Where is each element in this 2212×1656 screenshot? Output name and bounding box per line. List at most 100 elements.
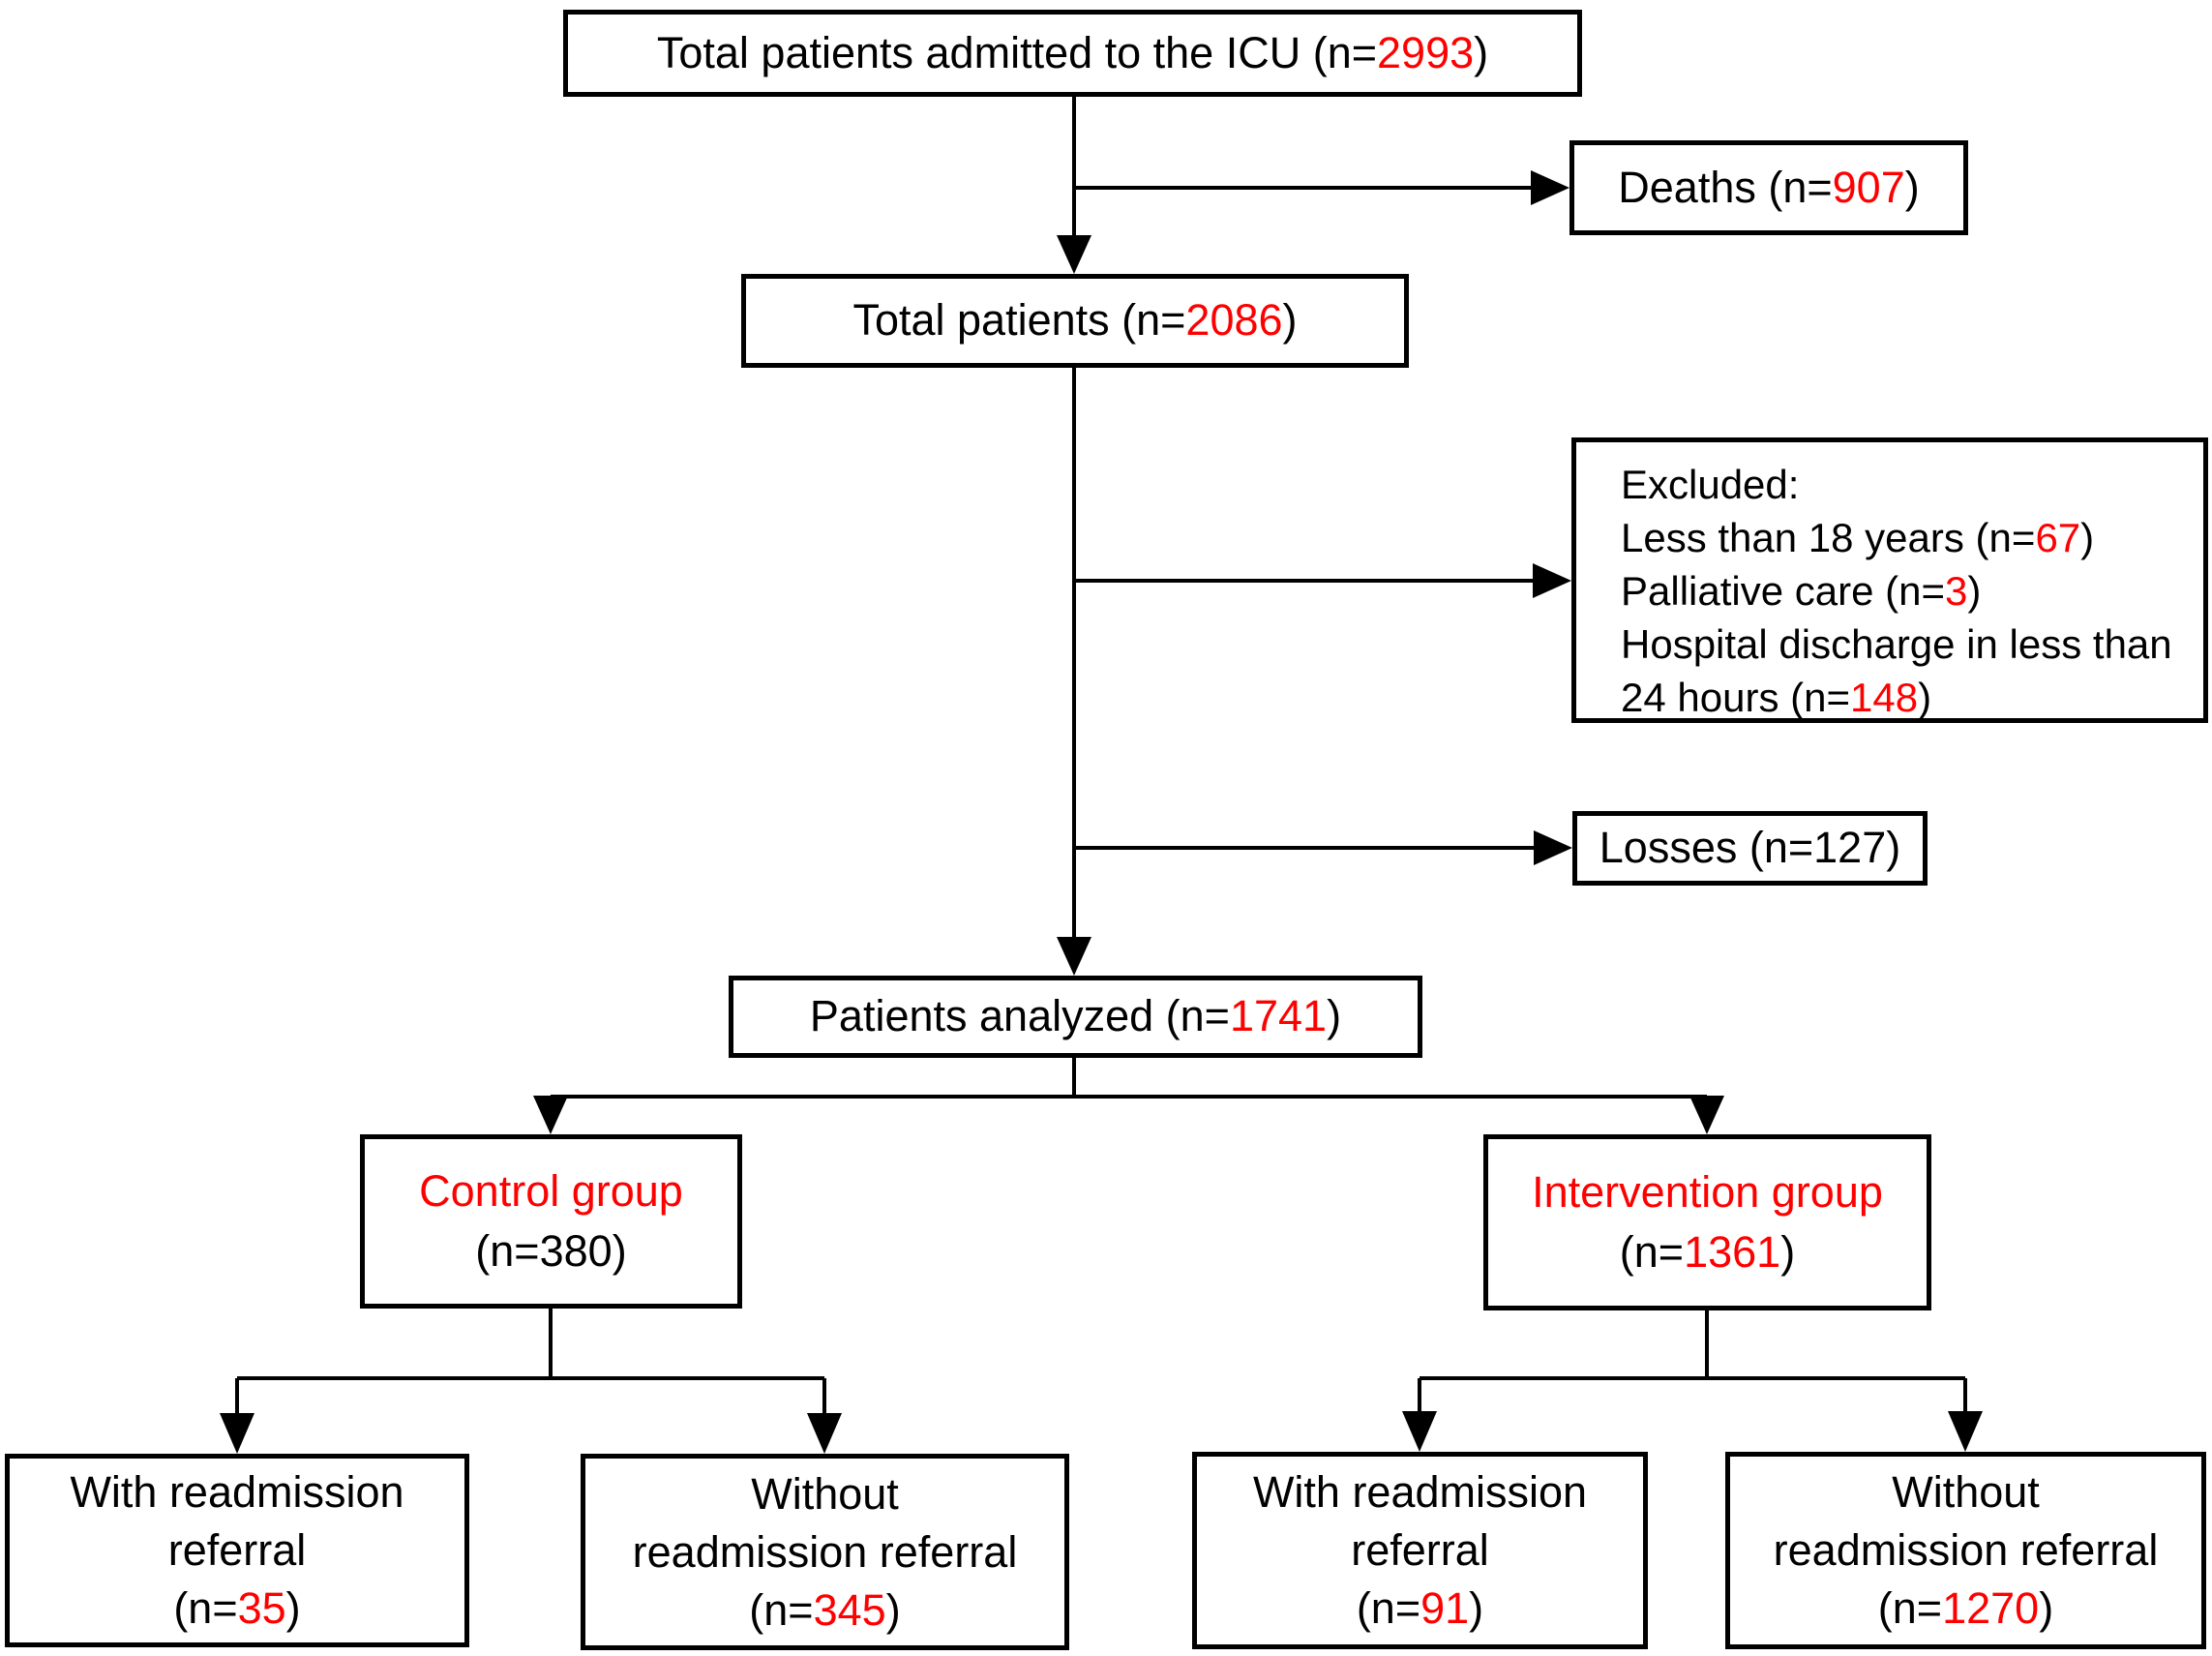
box-deaths: Deaths (n=907) bbox=[1569, 140, 1968, 235]
box-total-patients: Total patients (n=2086) bbox=[741, 274, 1409, 368]
with-referral-intervention-count-text: (n=91) bbox=[1357, 1580, 1483, 1638]
count-open: (n= bbox=[173, 1583, 238, 1633]
excluded-item-close: ) bbox=[1918, 675, 1932, 720]
icu-admitted-close: ) bbox=[1474, 27, 1489, 77]
box-without-referral-intervention: Without readmission referral (n=1270) bbox=[1725, 1452, 2206, 1649]
without-referral-intervention-line1: Without bbox=[1892, 1467, 2040, 1517]
deaths-close: ) bbox=[1904, 162, 1920, 212]
excluded-item-label: Palliative care (n= bbox=[1621, 568, 1945, 614]
excluded-item-close: ) bbox=[2080, 515, 2095, 560]
arrow-down-icon bbox=[220, 1413, 254, 1454]
patients-analyzed-label: Patients analyzed (n= bbox=[809, 991, 1230, 1041]
excluded-item-count: 148 bbox=[1850, 675, 1919, 720]
patients-analyzed-text: Patients analyzed (n=1741) bbox=[810, 988, 1341, 1045]
total-patients-count: 2086 bbox=[1185, 295, 1283, 346]
box-with-referral-control: With readmission referral (n=35) bbox=[5, 1454, 469, 1647]
excluded-item-label: 24 hours (n= bbox=[1621, 675, 1850, 720]
count-open: (n= bbox=[749, 1584, 814, 1635]
arrow-down-icon bbox=[1057, 235, 1091, 274]
connector-total-to-analyzed bbox=[1057, 368, 1091, 976]
count-close: ) bbox=[885, 1584, 901, 1635]
total-patients-label: Total patients (n= bbox=[852, 295, 1186, 346]
with-referral-intervention-line2: referral bbox=[1351, 1525, 1489, 1575]
arrow-right-icon bbox=[1533, 563, 1571, 598]
connector-analyzed-split bbox=[533, 1058, 1724, 1134]
excluded-item-label: Hospital discharge in less than bbox=[1621, 621, 2172, 667]
intervention-group-name: Intervention group bbox=[1532, 1167, 1883, 1217]
control-count-open: (n= bbox=[475, 1226, 540, 1276]
without-referral-control-line1: Without bbox=[751, 1468, 899, 1519]
arrow-down-icon bbox=[1689, 1096, 1724, 1134]
control-group-name: Control group bbox=[419, 1166, 683, 1216]
deaths-text: Deaths (n=907) bbox=[1618, 160, 1919, 217]
with-referral-control-line2: referral bbox=[167, 1525, 307, 1575]
box-excluded: Excluded: Less than 18 years (n=67) Pall… bbox=[1571, 437, 2208, 723]
connector-total-to-excluded bbox=[1074, 563, 1571, 598]
box-icu-admitted: Total patients admitted to the ICU (n=29… bbox=[563, 10, 1582, 97]
box-with-referral-intervention: With readmission referral (n=91) bbox=[1192, 1452, 1648, 1649]
without-referral-control-count-text: (n=345) bbox=[749, 1581, 900, 1640]
count-open: (n= bbox=[1877, 1583, 1943, 1633]
arrow-right-icon bbox=[1534, 830, 1572, 865]
total-patients-text: Total patients (n=2086) bbox=[852, 292, 1297, 349]
count-value: 1270 bbox=[1942, 1583, 2040, 1633]
patients-analyzed-close: ) bbox=[1327, 991, 1342, 1041]
count-open: (n= bbox=[1356, 1583, 1421, 1633]
with-referral-control-count-text: (n=35) bbox=[173, 1580, 300, 1638]
box-patients-analyzed: Patients analyzed (n=1741) bbox=[729, 976, 1422, 1058]
control-count-close: ) bbox=[612, 1226, 627, 1276]
count-close: ) bbox=[2039, 1583, 2054, 1633]
excluded-heading: Excluded: bbox=[1621, 462, 1800, 507]
count-value: 91 bbox=[1420, 1583, 1470, 1633]
connector-total-to-losses bbox=[1074, 830, 1572, 865]
box-losses: Losses (n=127) bbox=[1572, 811, 1928, 886]
arrow-down-icon bbox=[1948, 1411, 1983, 1452]
total-patients-close: ) bbox=[1282, 295, 1298, 346]
arrow-down-icon bbox=[1057, 937, 1091, 976]
intervention-group-count-text: (n=1361) bbox=[1620, 1222, 1795, 1282]
losses-label: Losses (n=127) bbox=[1599, 823, 1901, 873]
control-count: 380 bbox=[539, 1226, 613, 1276]
without-referral-intervention-count-text: (n=1270) bbox=[1878, 1580, 2053, 1638]
losses-text: Losses (n=127) bbox=[1599, 820, 1900, 877]
count-value: 345 bbox=[813, 1584, 886, 1635]
deaths-count: 907 bbox=[1832, 162, 1905, 212]
count-close: ) bbox=[285, 1583, 301, 1633]
deaths-label: Deaths (n= bbox=[1618, 162, 1833, 212]
excluded-item-count: 3 bbox=[1945, 568, 1968, 614]
arrow-right-icon bbox=[1531, 170, 1569, 205]
arrow-down-icon bbox=[533, 1096, 568, 1134]
icu-admitted-count: 2993 bbox=[1377, 27, 1475, 77]
arrow-down-icon bbox=[1402, 1411, 1437, 1452]
excluded-line: Less than 18 years (n=67) bbox=[1621, 511, 2186, 564]
connector-icu-to-total bbox=[1057, 97, 1091, 274]
icu-admitted-label: Total patients admitted to the ICU (n= bbox=[656, 27, 1378, 77]
excluded-item-label: Less than 18 years (n= bbox=[1621, 515, 2036, 560]
arrow-down-icon bbox=[807, 1413, 842, 1454]
without-referral-intervention-line2: readmission referral bbox=[1773, 1525, 2159, 1575]
box-control-group: Control group (n=380) bbox=[360, 1134, 742, 1309]
with-referral-intervention-line1: With readmission bbox=[1252, 1467, 1588, 1517]
excluded-line: 24 hours (n=148) bbox=[1621, 671, 2186, 724]
count-value: 35 bbox=[237, 1583, 286, 1633]
box-without-referral-control: Without readmission referral (n=345) bbox=[581, 1454, 1069, 1650]
excluded-item-close: ) bbox=[1967, 568, 1982, 614]
connector-control-split bbox=[220, 1309, 842, 1454]
connector-icu-to-deaths bbox=[1074, 170, 1569, 205]
excluded-line: Hospital discharge in less than bbox=[1621, 617, 2186, 671]
patients-analyzed-count: 1741 bbox=[1229, 991, 1328, 1041]
excluded-line: Palliative care (n=3) bbox=[1621, 564, 2186, 617]
with-referral-control-line1: With readmission bbox=[70, 1467, 404, 1517]
intervention-count-open: (n= bbox=[1619, 1227, 1685, 1277]
intervention-count-close: ) bbox=[1780, 1227, 1796, 1277]
excluded-item-count: 67 bbox=[2035, 515, 2081, 560]
without-referral-control-line2: readmission referral bbox=[632, 1526, 1018, 1577]
count-close: ) bbox=[1469, 1583, 1484, 1633]
intervention-count: 1361 bbox=[1684, 1227, 1781, 1277]
box-intervention-group: Intervention group (n=1361) bbox=[1483, 1134, 1931, 1310]
control-group-count-text: (n=380) bbox=[475, 1221, 626, 1281]
connector-intervention-split bbox=[1402, 1310, 1983, 1452]
icu-admitted-text: Total patients admitted to the ICU (n=29… bbox=[657, 25, 1488, 82]
